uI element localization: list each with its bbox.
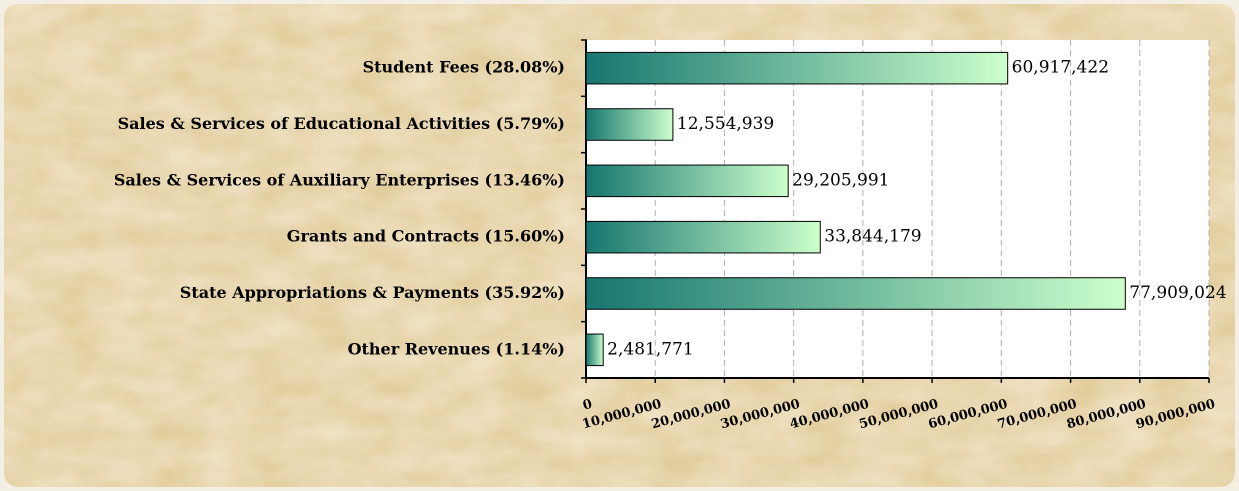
category-label: State Appropriations & Payments (35.92%) [180, 283, 565, 302]
bar [585, 164, 789, 198]
bar [585, 220, 821, 254]
value-label: 60,917,422 [1012, 58, 1109, 78]
bar [585, 51, 1009, 85]
bar [585, 333, 604, 367]
category-label: Sales & Services of Auxiliary Enterprise… [114, 170, 565, 189]
value-label: 33,844,179 [824, 227, 921, 247]
bar [585, 108, 674, 141]
category-label: Student Fees (28.08%) [363, 58, 565, 77]
plot-area [586, 40, 1209, 378]
category-label: Sales & Services of Educational Activiti… [118, 114, 565, 133]
value-label: 29,205,991 [792, 170, 889, 190]
category-label: Grants and Contracts (15.60%) [287, 227, 565, 246]
value-label: 2,481,771 [607, 339, 694, 359]
bar [585, 277, 1126, 310]
value-label: 12,554,939 [677, 114, 774, 134]
category-label: Other Revenues (1.14%) [348, 339, 565, 358]
x-tick-label: 0 [581, 397, 594, 414]
value-label: 77,909,024 [1129, 283, 1226, 303]
